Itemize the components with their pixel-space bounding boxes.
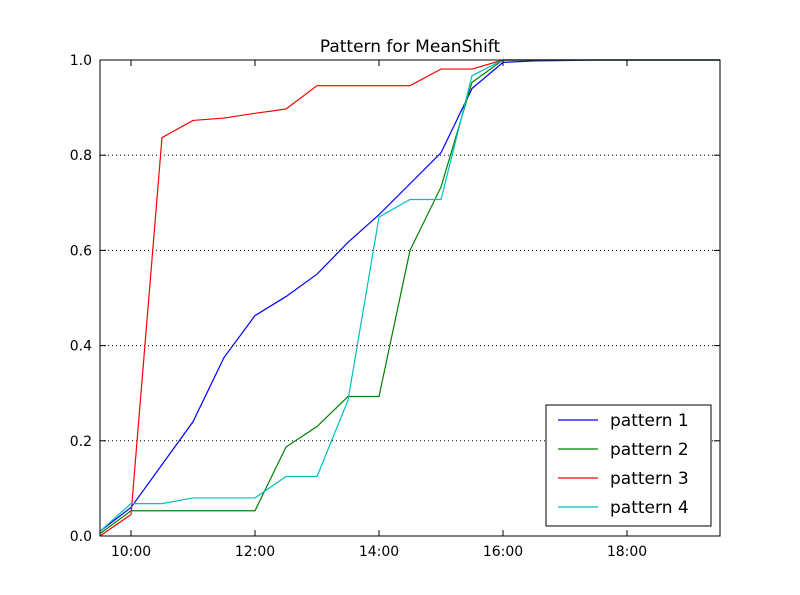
- y-tick-label: 1.0: [70, 53, 92, 69]
- legend: pattern 1 pattern 2 pattern 3 pattern 4: [545, 404, 712, 527]
- y-tick-label: 0.8: [70, 148, 92, 164]
- y-tick-label: 0.6: [70, 243, 92, 259]
- x-tick-label: 14:00: [359, 544, 399, 560]
- legend-box: [545, 404, 712, 527]
- x-tick-label: 10:00: [111, 544, 151, 560]
- x-tick-label: 12:00: [235, 544, 275, 560]
- plot-frame: [99, 59, 721, 537]
- axis-ticks: 0.0 0.2 0.4 0.6 0.8 1.0 10:00 12:00 14:00 16:00 18…: [70, 53, 720, 560]
- y-tick-label: 0.0: [70, 529, 92, 545]
- legend-label: pattern 4: [610, 498, 689, 518]
- x-tick-label: 16:00: [483, 544, 523, 560]
- y-tick-label: 0.2: [70, 434, 92, 450]
- y-tick-label: 0.4: [70, 339, 92, 355]
- legend-label: pattern 2: [610, 440, 689, 460]
- x-tick-label: 18:00: [607, 544, 647, 560]
- chart-title: Pattern for MeanShift: [320, 37, 501, 57]
- legend-label: pattern 3: [610, 469, 689, 489]
- legend-label: pattern 1: [610, 411, 689, 431]
- grid-lines: [100, 154, 720, 442]
